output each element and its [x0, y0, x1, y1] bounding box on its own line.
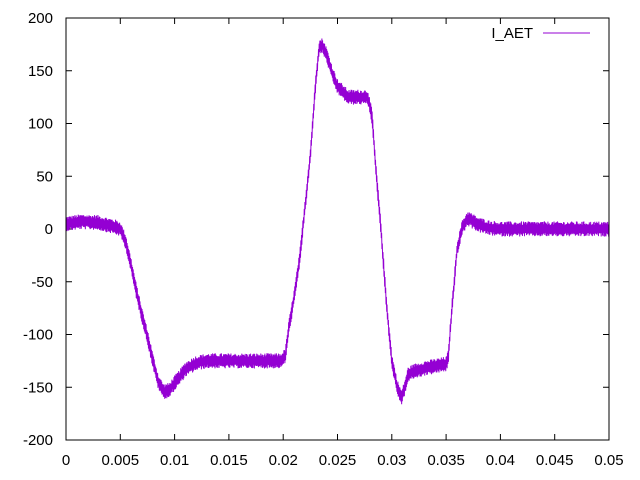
y-tick-label: 150: [28, 63, 53, 80]
x-tick-label: 0.005: [102, 452, 140, 469]
x-tick-label: 0.03: [377, 452, 406, 469]
y-tick-label: -200: [23, 432, 53, 449]
x-tick-label: 0.01: [160, 452, 189, 469]
tick-labels: 0 0.005 0.01 0.015 0.02 0.025 0.03 0.035 0.04 0.0…: [23, 10, 624, 469]
legend: I_AET: [491, 25, 590, 42]
series-line-i-aet: [65, 38, 610, 405]
x-tick-label: 0: [62, 452, 70, 469]
x-tick-label: 0.045: [536, 452, 574, 469]
y-tick-label: 100: [28, 116, 53, 133]
x-tick-label: 0.02: [269, 452, 298, 469]
y-tick-label: 0: [45, 221, 53, 238]
y-tick-label: -150: [23, 379, 53, 396]
y-tick-label: -100: [23, 327, 53, 344]
plot-frame: [65, 17, 610, 441]
x-tick-label: 0.015: [210, 452, 248, 469]
x-tick-label: 0.04: [486, 452, 515, 469]
y-tick-label: 200: [28, 10, 53, 27]
y-tick-label: 50: [36, 168, 53, 185]
legend-label-i-aet: I_AET: [491, 25, 533, 42]
x-tick-label: 0.05: [594, 452, 623, 469]
y-tick-label: -50: [31, 274, 53, 291]
x-tick-label: 0.025: [319, 452, 357, 469]
series-layer: [65, 38, 610, 405]
x-tick-label: 0.035: [427, 452, 465, 469]
